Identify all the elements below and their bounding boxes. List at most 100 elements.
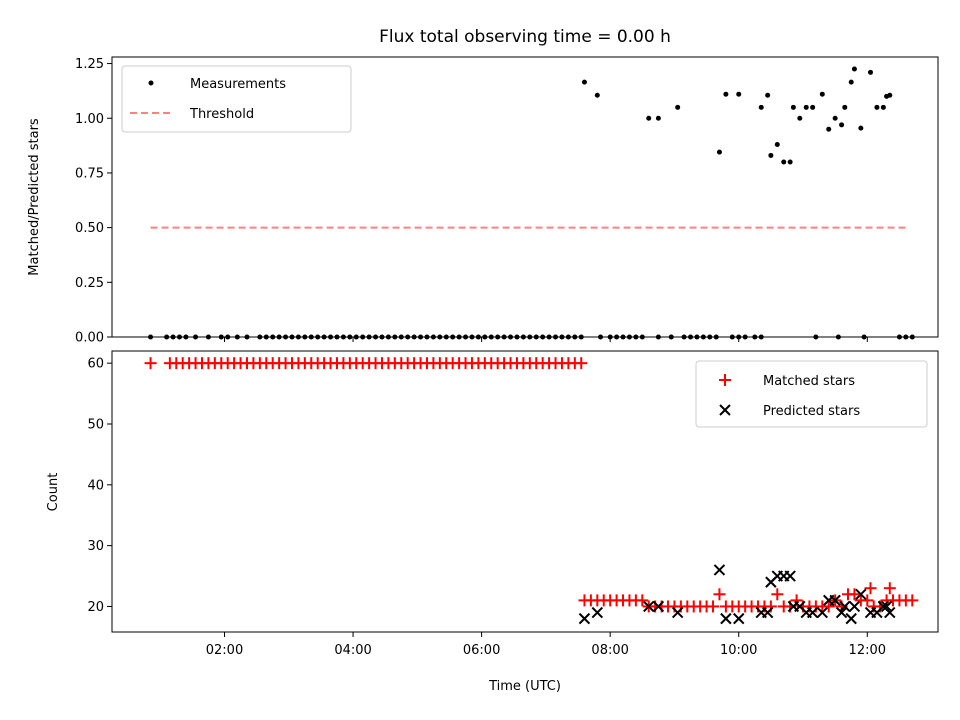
bottom-xtick-label: 10:00 <box>720 643 757 658</box>
bottom-axes-frame <box>111 350 939 633</box>
bottom-ytick-label: 40 <box>87 478 104 493</box>
measurement-point <box>819 91 825 97</box>
predicted-stars-point <box>652 600 665 613</box>
measurement-point <box>832 115 838 121</box>
measurement-point <box>787 159 793 165</box>
predicted-stars-point <box>829 594 841 607</box>
predicted-stars-point <box>839 600 851 613</box>
predicted-stars-point <box>671 606 684 619</box>
predicted-stars-point <box>591 606 604 619</box>
top-ytick-label: 0.50 <box>75 221 104 236</box>
measurement-point <box>868 69 874 75</box>
measurement-point <box>848 79 854 85</box>
predicted-stars-point <box>855 588 867 600</box>
measurement-point <box>851 66 857 72</box>
bottom-xtick-label: 04:00 <box>334 643 371 658</box>
bottom-y-axis-label: Count <box>46 473 61 512</box>
measurement-point <box>774 142 780 147</box>
measurement-point <box>594 92 600 98</box>
measurement-point <box>765 92 771 98</box>
matched-stars-point <box>883 582 896 595</box>
predicted-stars-point <box>643 600 655 613</box>
measurement-point <box>716 149 722 155</box>
top-legend: Measurements Threshold <box>121 65 352 133</box>
predicted-stars-point <box>578 612 591 625</box>
top-ytick-label: 0.75 <box>75 166 104 181</box>
matched-stars-point <box>861 594 874 607</box>
measurement-point <box>675 104 681 110</box>
matched-stars-point <box>906 594 919 607</box>
predicted-stars-point <box>845 612 857 625</box>
matched-stars-point <box>822 600 835 613</box>
measurement-point <box>858 125 864 131</box>
measurement-point <box>826 126 832 132</box>
top-legend-box <box>121 65 352 133</box>
predicted-stars-point <box>761 606 774 619</box>
legend-measurements-marker <box>148 80 154 86</box>
measurement-point <box>803 104 809 110</box>
predicted-stars-point <box>835 606 848 619</box>
predicted-stars-point <box>720 612 732 625</box>
top-y-axis-label: Matched/Predicted stars <box>27 118 42 276</box>
measurement-point <box>810 104 816 110</box>
matched-stars-point <box>713 588 726 601</box>
top-ytick-label: 1.25 <box>75 57 104 72</box>
bottom-y-axis-ticks: 20 30 40 50 60 <box>87 357 112 615</box>
top-ytick-label: 1.00 <box>75 112 104 127</box>
bottom-xtick-label: 02:00 <box>206 643 243 658</box>
top-y-axis-ticks: 0.00 0.25 0.50 0.75 1.00 1.25 <box>75 57 112 346</box>
predicted-stars-point <box>784 570 796 582</box>
measurement-point <box>581 79 587 85</box>
legend-measurements-label: Measurements <box>190 77 286 92</box>
predicted-stars-point <box>884 606 896 619</box>
measurement-point <box>797 115 803 121</box>
matched-stars-point <box>848 588 861 601</box>
predicted-stars-point <box>848 600 861 613</box>
matched-stars-point <box>864 582 877 595</box>
matched-stars-point <box>771 588 784 601</box>
chart-title: Flux total observing time = 0.00 h <box>379 27 671 47</box>
matched-stars-point <box>636 594 649 607</box>
measurement-point <box>736 91 742 97</box>
measurement-point <box>880 104 886 110</box>
legend-threshold-label: Threshold <box>189 107 254 122</box>
measurement-point <box>842 104 848 110</box>
measurement-point <box>768 152 774 158</box>
measurement-point <box>839 122 845 128</box>
x-axis-label: Time (UTC) <box>488 679 561 694</box>
bottom-x-axis-ticks: 02:00 04:00 06:00 08:00 10:00 12:00 <box>206 632 886 658</box>
bottom-data-marks <box>144 357 919 625</box>
predicted-stars-point <box>733 612 745 625</box>
matched-stars-point <box>707 600 720 613</box>
measurement-point <box>874 104 880 110</box>
bottom-ytick-label: 50 <box>87 417 104 432</box>
predicted-stars-point <box>816 606 829 619</box>
measurement-point <box>758 104 764 110</box>
top-ytick-label: 0.25 <box>75 276 104 291</box>
bottom-legend: Matched stars Predicted stars <box>695 360 928 428</box>
bottom-ytick-label: 30 <box>87 539 104 554</box>
top-ytick-label: 0.00 <box>75 331 104 346</box>
bottom-xtick-label: 06:00 <box>463 643 500 658</box>
measurement-point <box>655 115 661 121</box>
bottom-xtick-label: 12:00 <box>849 643 886 658</box>
predicted-stars-point <box>806 606 819 619</box>
matched-stars-point <box>144 357 157 370</box>
bottom-legend-box <box>695 360 928 428</box>
measurement-point <box>887 92 893 98</box>
bottom-ytick-label: 60 <box>87 357 104 372</box>
measurement-point <box>790 104 796 110</box>
matched-stars-point <box>575 357 588 370</box>
bottom-xtick-label: 08:00 <box>591 643 628 658</box>
predicted-stars-point <box>880 600 893 613</box>
top-panel: 0.00 0.25 0.50 0.75 1.00 1.25 Matched/Predict… <box>27 56 939 346</box>
predicted-stars-point <box>713 564 726 576</box>
measurement-point <box>723 91 729 97</box>
legend-predicted-marker <box>719 404 731 416</box>
top-axes-frame <box>111 56 939 338</box>
bottom-panel: 20 30 40 50 60 02:00 04:00 06:00 08:00 10:00 12:0… <box>46 350 939 694</box>
measurement-point <box>646 115 652 121</box>
legend-matched-label: Matched stars <box>763 374 855 389</box>
measurement-point <box>781 159 787 165</box>
